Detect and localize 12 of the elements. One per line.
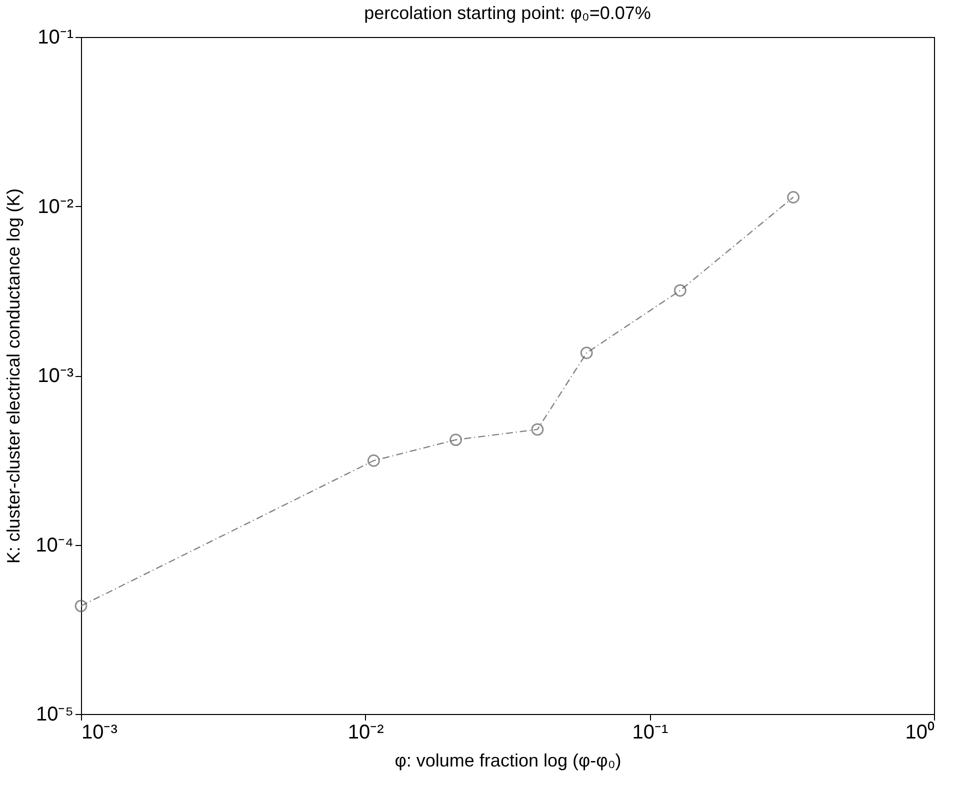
y-axis-title: K: cluster-cluster electrical conductance log (K) — [4, 188, 24, 564]
y-tick-label: 10⁻¹ — [38, 26, 74, 48]
y-tick-label: 10⁻³ — [38, 365, 74, 387]
x-axis-title: φ: volume fraction log (φ-φ₀) — [394, 750, 622, 770]
chart-title: percolation starting point: φ₀=0.07% — [364, 3, 651, 23]
x-tick-label: 10⁻¹ — [632, 722, 668, 744]
x-tick-label: 10⁻² — [348, 722, 384, 744]
x-tick-label: 10⁻³ — [82, 722, 118, 744]
y-tick-label: 10⁻⁵ — [36, 704, 74, 726]
x-tick-label: 10⁰ — [905, 720, 934, 744]
y-tick-label: 10⁻⁴ — [36, 534, 74, 556]
y-tick-label: 10⁻² — [38, 196, 74, 218]
